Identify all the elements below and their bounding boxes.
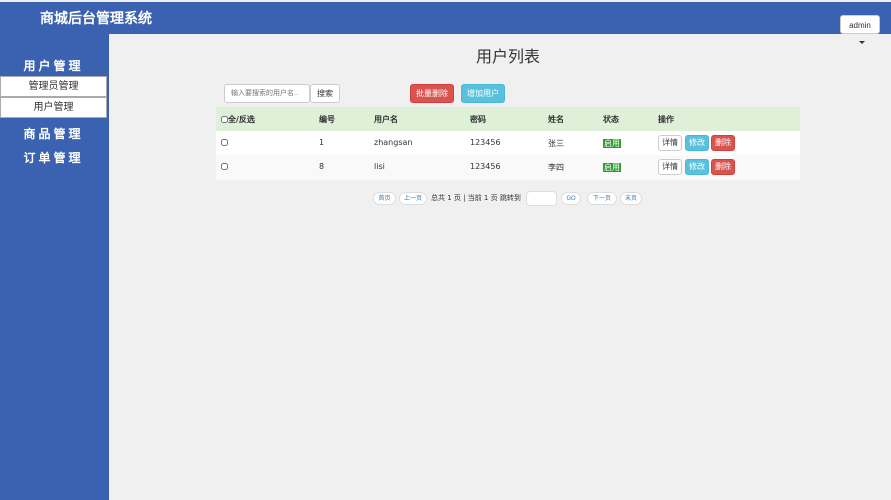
row-action[interactable]: 修改: [685, 135, 709, 151]
sidebar: 用户管理 管理员管理 用户管理 商品管理 订单管理: [0, 34, 109, 500]
row-action[interactable]: 删除: [711, 159, 735, 175]
column-header: 编号: [319, 114, 335, 125]
header-row: 全/反选 编号 用户名 密码 姓名 状态 操作: [216, 107, 800, 131]
user-menu[interactable]: admin: [840, 15, 880, 34]
column-header: 姓名: [548, 114, 564, 125]
column-label: 编号: [319, 115, 335, 124]
cell: 启用: [603, 162, 621, 173]
row-action[interactable]: 删除: [711, 135, 735, 151]
cell: [221, 162, 228, 171]
cell-text: 123456: [470, 138, 501, 147]
column-label: 状态: [603, 115, 619, 124]
user-table: 全/反选 编号 用户名 密码 姓名 状态 操作 1 zhangsan 123456 张三 启用 详情 修改…: [216, 107, 800, 180]
column-label: 密码: [470, 115, 486, 124]
cell-text: 8: [319, 162, 325, 171]
menu-item[interactable]: 管理员管理: [0, 76, 107, 97]
status-badge: 启用: [603, 163, 621, 172]
cell: lisi: [374, 162, 385, 171]
data-row: 1 zhangsan 123456 张三 启用 详情 修改 删除: [216, 131, 800, 155]
row-checkbox[interactable]: [221, 163, 228, 170]
page-info: 总共 1 页 | 当前 1 页 跳转到: [431, 194, 521, 202]
column-header: 状态: [603, 114, 619, 125]
row-action[interactable]: 详情: [658, 159, 682, 175]
app-title: 商城后台管理系统: [40, 11, 152, 27]
status-badge: 启用: [603, 139, 621, 148]
first-page[interactable]: 首页: [373, 192, 396, 205]
cell: 123456: [470, 138, 501, 147]
cell-text: 123456: [470, 162, 501, 171]
menu-section[interactable]: 订单管理: [23, 151, 84, 165]
column-label: 全/反选: [228, 115, 255, 124]
column-label: 操作: [658, 115, 674, 124]
cell: 张三: [548, 138, 564, 149]
column-header: 全/反选: [221, 114, 255, 125]
select-all[interactable]: [221, 116, 228, 123]
go-button[interactable]: GO: [561, 192, 581, 205]
search-input[interactable]: [224, 84, 310, 103]
row-checkbox[interactable]: [221, 139, 228, 146]
top-bar: [0, 2, 891, 34]
cell: zhangsan: [374, 138, 412, 147]
prev-page[interactable]: 上一页: [399, 192, 427, 205]
add-user-button[interactable]: 增加用户: [461, 84, 505, 103]
column-header: 操作: [658, 114, 674, 125]
menu-section[interactable]: 用户管理: [23, 59, 84, 73]
column-label: 用户名: [374, 115, 398, 124]
last-page[interactable]: 末页: [620, 192, 642, 205]
menu-section[interactable]: 商品管理: [23, 127, 84, 141]
cell: 李四: [548, 162, 564, 173]
row-action[interactable]: 修改: [685, 159, 709, 175]
column-header: 密码: [470, 114, 486, 125]
next-page[interactable]: 下一页: [587, 192, 617, 205]
batch-delete-button[interactable]: 批量删除: [410, 84, 454, 103]
cell: 启用: [603, 138, 621, 149]
page-input[interactable]: [526, 191, 557, 206]
page-title: 用户列表: [475, 47, 540, 66]
cell: 8: [319, 162, 324, 171]
cell-text: 张三: [548, 139, 564, 148]
search-button[interactable]: 搜索: [310, 84, 340, 103]
data-row: 8 lisi 123456 李四 启用 详情 修改 删除: [216, 155, 800, 180]
cell: 123456: [470, 162, 501, 171]
column-label: 姓名: [548, 115, 564, 124]
cell-text: lisi: [374, 162, 385, 171]
cell: [221, 138, 228, 147]
menu-item[interactable]: 用户管理: [0, 97, 107, 118]
cell: 1: [319, 138, 324, 147]
cell-text: 李四: [548, 163, 564, 172]
column-header: 用户名: [374, 114, 398, 125]
cell-text: zhangsan: [374, 138, 413, 147]
cell-text: 1: [319, 138, 325, 147]
row-action[interactable]: 详情: [658, 135, 682, 151]
